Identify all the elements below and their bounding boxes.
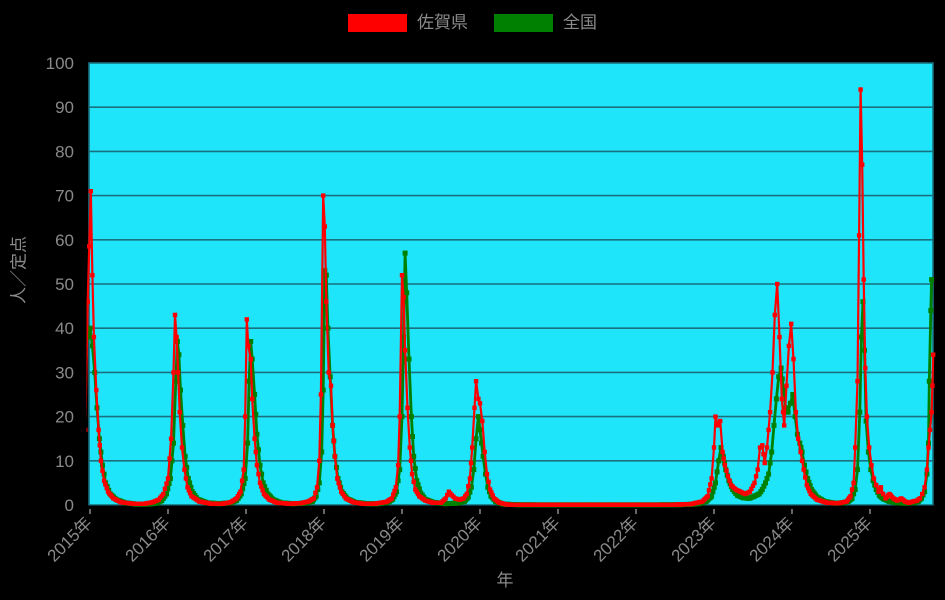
x-tick-label: 2025年 <box>824 513 876 565</box>
legend-label-national: 全国 <box>563 13 597 32</box>
y-tick-label: 80 <box>55 142 74 161</box>
y-tick-label: 40 <box>55 319 74 338</box>
legend-swatch-national <box>494 14 553 32</box>
chart-legend: 佐賀県 全国 <box>0 10 945 36</box>
x-tick-label: 2018年 <box>278 513 330 565</box>
x-tick-label: 2023年 <box>668 513 720 565</box>
y-tick-label: 90 <box>55 98 74 117</box>
legend-item-saga: 佐賀県 <box>348 14 468 32</box>
x-tick-label: 2017年 <box>200 513 252 565</box>
y-tick-label: 10 <box>55 452 74 471</box>
y-tick-label: 0 <box>65 496 74 515</box>
y-tick-label: 60 <box>55 231 74 250</box>
legend-item-national: 全国 <box>494 14 597 32</box>
x-tick-label: 2022年 <box>590 513 642 565</box>
y-tick-label: 50 <box>55 275 74 294</box>
x-tick-label: 2021年 <box>512 513 564 565</box>
x-tick-label: 2020年 <box>434 513 486 565</box>
y-tick-label: 30 <box>55 363 74 382</box>
x-tick-label: 2015年 <box>44 513 96 565</box>
series-layer <box>86 87 936 508</box>
y-tick-label: 20 <box>55 408 74 427</box>
x-tick-label: 2016年 <box>122 513 174 565</box>
legend-label-saga: 佐賀県 <box>417 13 468 32</box>
legend-swatch-saga <box>348 14 407 32</box>
y-tick-label: 70 <box>55 187 74 206</box>
x-tick-label: 2024年 <box>746 513 798 565</box>
x-tick-label: 2019年 <box>356 513 408 565</box>
y-axis-label: 人／定点 <box>9 236 29 304</box>
x-axis-label: 年 <box>496 571 514 590</box>
series-markers-saga <box>86 87 936 507</box>
y-tick-label: 100 <box>46 54 74 73</box>
